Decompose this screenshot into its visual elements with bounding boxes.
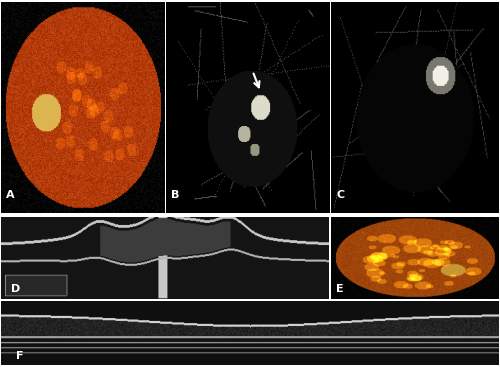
Text: C: C — [336, 190, 344, 200]
Text: D: D — [11, 284, 20, 294]
Text: B: B — [171, 190, 179, 200]
Text: A: A — [6, 190, 14, 200]
Text: F: F — [16, 351, 24, 361]
Text: E: E — [336, 284, 344, 294]
